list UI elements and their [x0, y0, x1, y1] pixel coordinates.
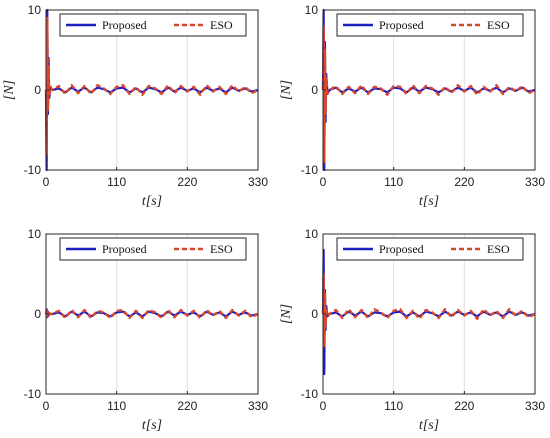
y-tick-label: 10: [305, 3, 319, 17]
y-tick-label: -10: [301, 387, 319, 401]
legend-label-proposed: Proposed: [102, 18, 147, 32]
x-axis-label: t[s]: [142, 418, 162, 433]
y-tick-label: 0: [311, 83, 318, 97]
x-tick-label: 110: [107, 175, 126, 189]
x-tick-label: 220: [454, 399, 474, 413]
x-tick-label: 330: [525, 399, 545, 413]
x-axis-label: t[s]: [419, 194, 439, 209]
legend-label-proposed: Proposed: [379, 242, 424, 256]
y-tick-label: -10: [24, 387, 42, 401]
legend-box: [336, 13, 524, 37]
x-tick-label: 220: [177, 175, 197, 189]
y-tick-label: 0: [34, 307, 41, 321]
series-line-eso: [321, 24, 536, 164]
legend-box: [59, 237, 247, 261]
legend-box: [336, 237, 524, 261]
y-tick-label: 0: [34, 83, 41, 97]
x-tick-label: 0: [320, 399, 327, 413]
series-line-eso: [44, 308, 259, 320]
x-tick-label: 330: [248, 399, 268, 413]
legend: Proposed ESO: [59, 13, 247, 37]
legend: Proposed ESO: [336, 237, 524, 261]
y-axis-label: [N]: [279, 80, 294, 100]
legend: Proposed ESO: [336, 13, 524, 37]
x-tick-label: 0: [43, 399, 50, 413]
y-axis-label: [N]: [2, 80, 17, 100]
x-axis-label: t[s]: [419, 418, 439, 433]
y-tick-label: -10: [301, 163, 319, 177]
y-tick-label: 10: [28, 3, 42, 17]
legend-label-eso: ESO: [487, 242, 510, 256]
legend-label-eso: ESO: [210, 18, 233, 32]
x-tick-label: 110: [107, 399, 126, 413]
x-tick-label: 110: [384, 175, 403, 189]
legend-label-eso: ESO: [487, 18, 510, 32]
x-tick-label: 220: [454, 175, 474, 189]
x-axis-label: t[s]: [142, 194, 162, 209]
x-tick-label: 0: [43, 175, 50, 189]
x-tick-label: 330: [525, 175, 545, 189]
x-tick-label: 220: [177, 399, 197, 413]
y-tick-label: -10: [24, 163, 42, 177]
series-line-eso: [44, 16, 259, 156]
legend: Proposed ESO: [59, 237, 247, 261]
x-tick-label: 110: [384, 399, 403, 413]
y-tick-label: 10: [305, 227, 319, 241]
y-tick-label: 0: [311, 307, 318, 321]
legend-label-proposed: Proposed: [102, 242, 147, 256]
y-tick-label: 10: [28, 227, 42, 241]
legend-label-proposed: Proposed: [379, 18, 424, 32]
y-axis-label: [N]: [279, 304, 294, 324]
series-line-eso: [321, 272, 536, 348]
legend-box: [59, 13, 247, 37]
x-tick-label: 0: [320, 175, 327, 189]
x-tick-label: 330: [248, 175, 268, 189]
legend-label-eso: ESO: [210, 242, 233, 256]
